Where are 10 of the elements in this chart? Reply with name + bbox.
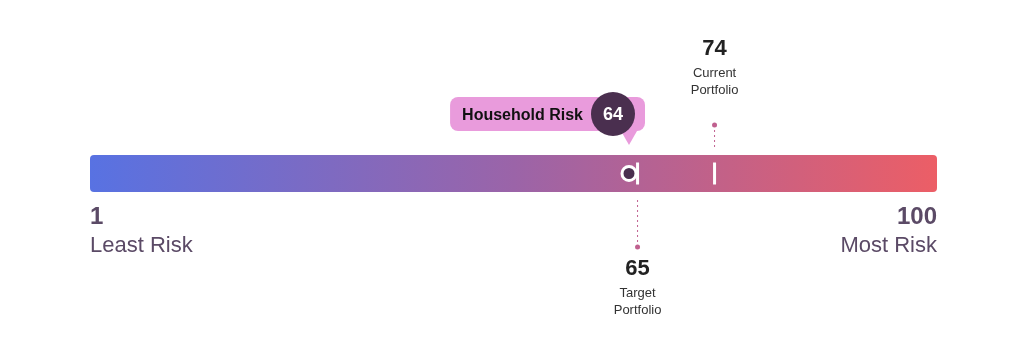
text: Least Risk (90, 232, 194, 257)
category-label: Household Risk (462, 106, 584, 123)
data-label: 65 (625, 255, 650, 280)
text: 1 (90, 202, 104, 229)
text: Most Risk (840, 232, 938, 257)
data-label: 74 (702, 35, 728, 60)
category-label: Current Portfolio (690, 65, 739, 97)
category-label: Target Portfolio (613, 285, 662, 317)
text: 100 (896, 202, 937, 229)
data-label: 64 (602, 104, 623, 124)
